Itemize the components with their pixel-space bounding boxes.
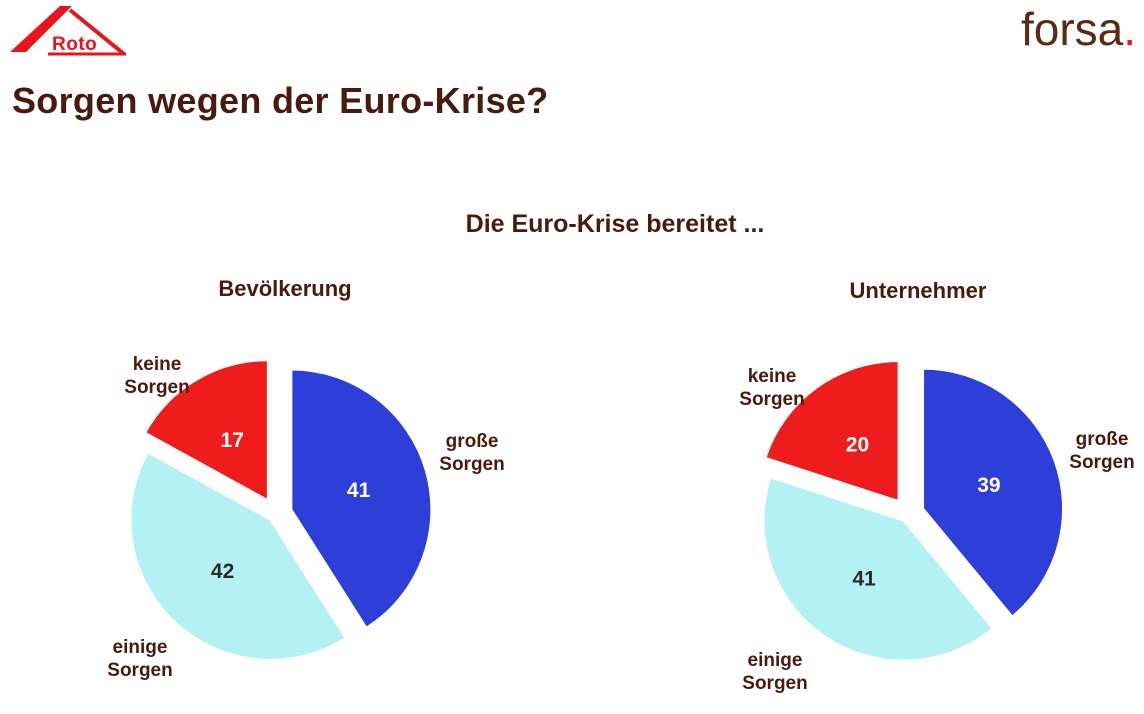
slice-label-bev-lkerung-gross: große Sorgen — [439, 431, 504, 475]
pie-slice-bev-lkerung-einige-sorgen — [129, 451, 347, 661]
forsa-logo-text: forsa — [1020, 3, 1124, 55]
pie-slice-bev-lkerung-gro-e-sorgen — [290, 368, 433, 630]
forsa-logo-dot: . — [1123, 3, 1136, 55]
slice-value-unternehmer-gro-e-sorgen: 39 — [977, 474, 1000, 497]
slice-label-unternehmer-keine: keine Sorgen — [739, 366, 804, 410]
pie-slice-unternehmer-einige-sorgen — [762, 476, 995, 662]
pie-title-bev-lkerung: Bevölkerung — [218, 276, 351, 301]
slice-value-unternehmer-einige-sorgen: 41 — [852, 568, 876, 591]
pie-slice-unternehmer-gro-e-sorgen — [922, 367, 1064, 618]
roto-logo-text: Roto — [52, 34, 98, 55]
pie-slice-unternehmer-keine-sorgen — [764, 360, 900, 503]
slice-label-bev-lkerung-keine: keine Sorgen — [124, 354, 189, 398]
forsa-logo: forsa. — [1021, 2, 1136, 56]
pie-slice-bev-lkerung-keine-sorgen — [143, 359, 269, 502]
slice-label-bev-lkerung-einige: einige Sorgen — [107, 637, 172, 681]
slice-value-bev-lkerung-gro-e-sorgen: 41 — [347, 479, 371, 502]
slice-value-bev-lkerung-einige-sorgen: 42 — [211, 560, 234, 583]
page-title: Sorgen wegen der Euro-Krise? — [12, 80, 549, 121]
slice-label-unternehmer-einige: einige Sorgen — [742, 650, 807, 694]
slice-value-unternehmer-keine-sorgen: 20 — [846, 433, 869, 456]
slice-label-unternehmer-gross: große Sorgen — [1069, 429, 1134, 473]
roto-logo — [10, 6, 126, 56]
chart-title: Die Euro-Krise bereitet ... — [465, 210, 765, 238]
pie-title-unternehmer: Unternehmer — [850, 278, 987, 303]
slice-value-bev-lkerung-keine-sorgen: 17 — [221, 429, 244, 452]
